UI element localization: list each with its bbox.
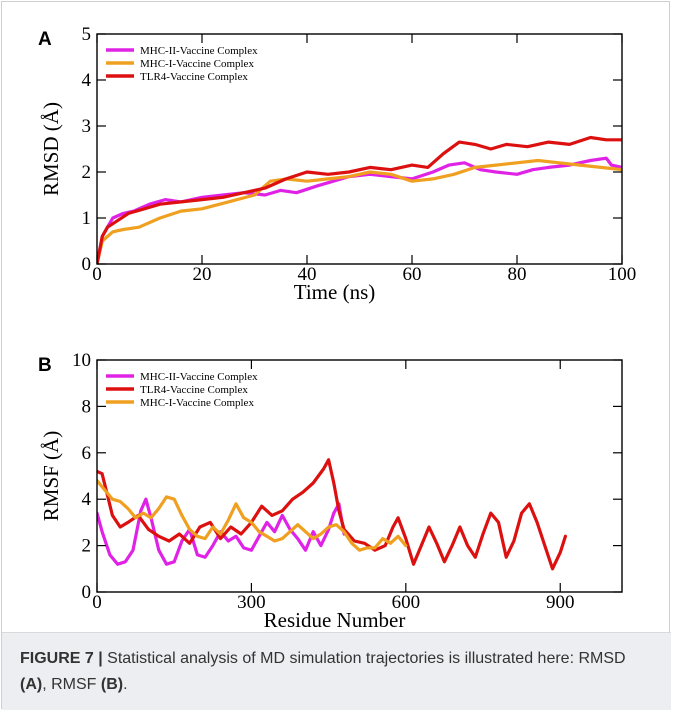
- caption-ref-b: (B): [100, 676, 124, 693]
- caption-text-mid: , RMSF: [42, 676, 101, 693]
- y-tick-label: 10: [72, 350, 91, 371]
- series-line-tlr4-vaccine-complex: [97, 135, 622, 264]
- legend-label: MHC-I-Vaccine Complex: [140, 58, 254, 70]
- legend-label: MHC-II-Vaccine Complex: [140, 45, 258, 57]
- caption-text-end: .: [123, 676, 128, 693]
- x-tick-label: 900: [546, 592, 575, 613]
- legend-label: MHC-I-Vaccine Complex: [140, 397, 254, 409]
- series-line-mhc-i-vaccine-complex: [97, 479, 408, 552]
- panel-letter: B: [38, 355, 52, 376]
- y-tick-label: 1: [82, 208, 92, 229]
- x-tick-label: 60: [403, 264, 422, 285]
- series-group: [97, 458, 568, 571]
- caption-ref-a: (A): [20, 676, 43, 693]
- y-tick-label: 4: [82, 489, 92, 510]
- x-axis-label: Time (ns): [294, 280, 376, 304]
- panel-letter: A: [38, 29, 52, 50]
- y-tick-label: 3: [82, 116, 92, 137]
- y-tick-label: 2: [82, 162, 92, 183]
- series-line-tlr4-vaccine-complex: [97, 458, 568, 571]
- x-tick-label: 100: [608, 264, 637, 285]
- x-tick-label: 600: [392, 592, 421, 613]
- x-tick-label: 0: [92, 264, 102, 285]
- y-axis-label: RMSD (Å): [39, 102, 63, 196]
- y-tick-label: 6: [82, 443, 92, 464]
- plot-frame: [96, 33, 623, 265]
- caption-figure-label: FIGURE 7 |: [20, 650, 103, 667]
- x-tick-label: 0: [92, 592, 102, 613]
- x-tick-label: 80: [508, 264, 527, 285]
- chart-panel-a: A 0 20 40 60 80 100 0 1 2 3 4 5 Time (ns) RMSD (Å) MHC-…: [38, 24, 636, 304]
- caption-text: Statistical analysis of MD simulation tr…: [102, 650, 626, 667]
- x-tick-label: 20: [193, 264, 212, 285]
- legend-label: TLR4-Vaccine Complex: [140, 71, 248, 83]
- chart-panel-b: B 0 300 600 900 0 2 4 6 8 10 Residue Number RMSF (Å)…: [38, 350, 623, 632]
- series-line-mhc-i-vaccine-complex: [97, 158, 622, 264]
- y-tick-label: 5: [82, 24, 92, 45]
- y-tick-label: 2: [82, 536, 92, 557]
- y-tick-label: 0: [82, 582, 92, 603]
- plot-frame: [96, 359, 623, 593]
- x-axis-label: Residue Number: [264, 608, 406, 632]
- x-tick-label: 40: [298, 264, 317, 285]
- y-tick-label: 4: [82, 70, 92, 91]
- y-axis-label: RMSF (Å): [39, 431, 63, 521]
- legend-label: TLR4-Vaccine Complex: [140, 384, 248, 396]
- x-tick-label: 300: [237, 592, 266, 613]
- figure-caption: FIGURE 7 | Statistical analysis of MD si…: [2, 632, 671, 710]
- series-group: [97, 135, 622, 264]
- legend-label: MHC-II-Vaccine Complex: [140, 371, 258, 383]
- y-tick-label: 8: [82, 396, 92, 417]
- y-tick-label: 0: [82, 254, 92, 275]
